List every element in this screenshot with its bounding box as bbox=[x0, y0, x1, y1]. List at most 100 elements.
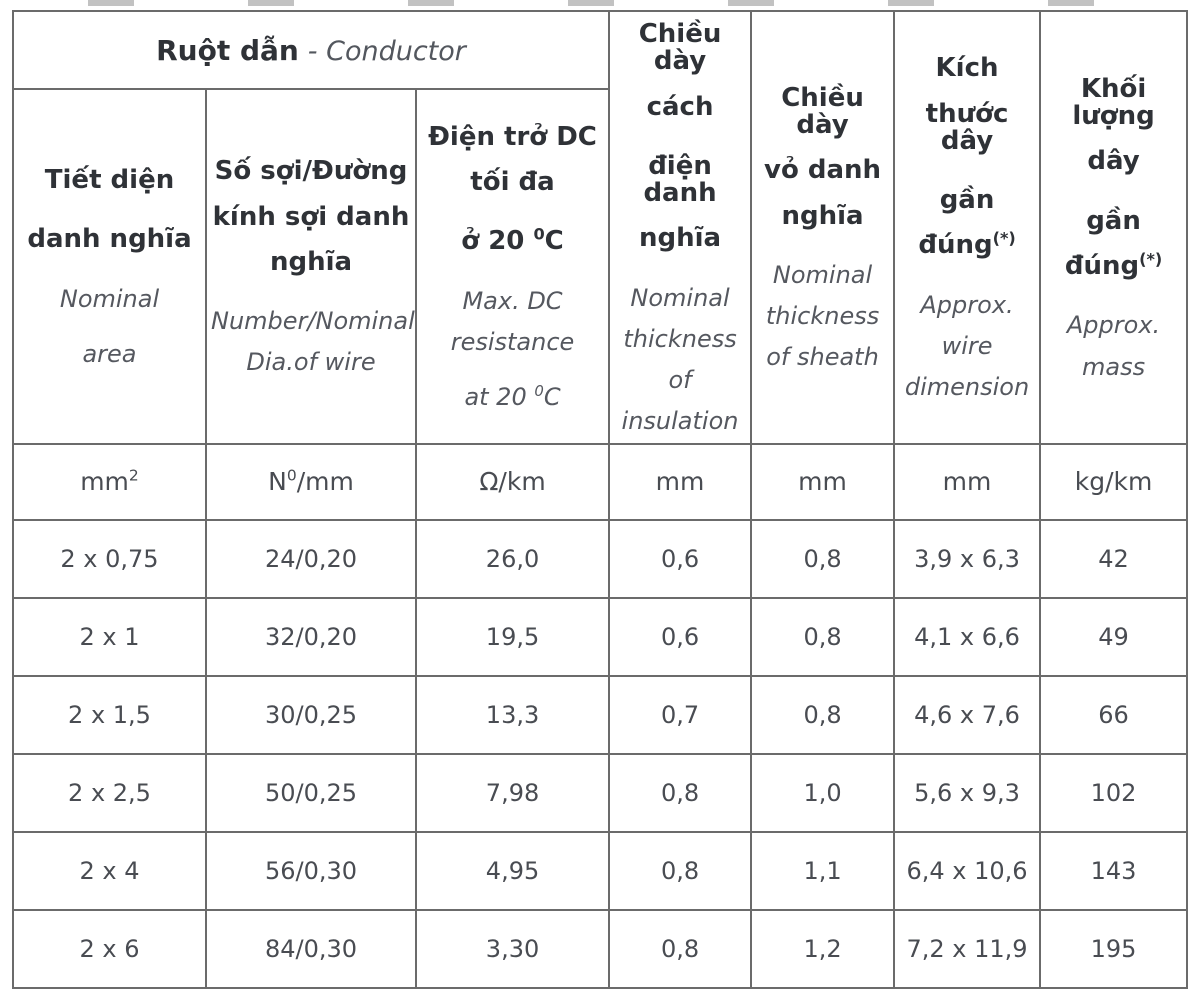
header-line-vi: nghĩa bbox=[638, 223, 722, 254]
header-line-en: at 20 0C bbox=[464, 382, 561, 412]
data-cell: 1,0 bbox=[750, 752, 896, 833]
data-cell: 7,98 bbox=[414, 752, 611, 833]
data-cell: 2 x 1,5 bbox=[12, 674, 207, 755]
header-cell-insulation-thickness: Chiều dày cách điện danh nghĩa Nominal t… bbox=[608, 10, 753, 445]
header-cell-wire-dimension: Kích thước dây gần đúng(*) Approx. wire … bbox=[893, 10, 1042, 445]
data-cell: 13,3 bbox=[414, 674, 611, 755]
header-line-vi: điện danh bbox=[643, 150, 717, 209]
degree-superscript: 0 bbox=[534, 382, 544, 401]
data-cell: 32/0,20 bbox=[205, 596, 417, 677]
column-header-row: Tiết diện danh nghĩa Nominal area Số sợi… bbox=[12, 88, 1187, 445]
data-cell: 1,2 bbox=[750, 908, 896, 989]
header-line-vi: Tiết diện bbox=[44, 165, 175, 195]
unit-cell-mm2: mm2 bbox=[12, 442, 207, 521]
data-cell: 56/0,30 bbox=[205, 830, 417, 911]
header-line-vi: vỏ danh bbox=[764, 155, 882, 186]
table-row: 2 x 0,75 24/0,20 26,0 0,6 0,8 3,9 x 6,3 … bbox=[12, 518, 1189, 599]
data-cell: 2 x 0,75 bbox=[12, 518, 207, 599]
header-line-vi: Chiều dày bbox=[781, 82, 864, 141]
header-line-vi: đúng(*) bbox=[1064, 249, 1163, 282]
header-line-vi: ở 20 0C bbox=[461, 224, 564, 257]
data-cell: 0,8 bbox=[750, 596, 896, 677]
unit-cell-kg-per-km: kg/km bbox=[1039, 442, 1189, 521]
unit-cell-mm: mm bbox=[608, 442, 753, 521]
data-cell: 49 bbox=[1039, 596, 1189, 677]
header-line-vi: đúng(*) bbox=[918, 228, 1016, 261]
data-cell: 143 bbox=[1039, 830, 1189, 911]
header-line-en: of bbox=[668, 366, 692, 395]
group-header-row: Ruột dẫn - Conductor Chiều dày cách điện… bbox=[11, 9, 1189, 445]
header-line-en: Max. DC bbox=[462, 286, 563, 315]
header-cell-approx-mass: Khối lượng dây gần đúng(*) Approx. mass bbox=[1039, 10, 1189, 445]
data-cell: 3,30 bbox=[414, 908, 611, 989]
data-cell: 7,2 x 11,9 bbox=[893, 908, 1042, 989]
header-line-en: Nominal bbox=[772, 261, 873, 290]
data-cell: 19,5 bbox=[414, 596, 611, 677]
units-row: mm2 N0/mm Ω/km mm mm mm kg/km bbox=[12, 442, 1189, 521]
header-line-vi: nghĩa bbox=[269, 246, 353, 277]
header-line-vi: Số sợi/Đường bbox=[214, 156, 408, 187]
data-cell: 5,6 x 9,3 bbox=[893, 752, 1042, 833]
degree-superscript: 0 bbox=[533, 224, 545, 244]
header-line-vi: thước dây bbox=[925, 98, 1009, 156]
header-line-en: dimension bbox=[904, 373, 1030, 402]
data-cell: 4,95 bbox=[414, 830, 611, 911]
header-line-en: Nominal bbox=[59, 284, 160, 313]
header-line-vi: Điện trở DC bbox=[428, 121, 597, 152]
header-line-en: Nominal bbox=[630, 283, 730, 312]
data-cell: 24/0,20 bbox=[205, 518, 417, 599]
table-row: 2 x 1 32/0,20 19,5 0,6 0,8 4,1 x 6,6 49 bbox=[12, 596, 1189, 677]
data-cell: 0,8 bbox=[608, 752, 753, 833]
header-cell-dc-resistance: Điện trở DC tối đa ở 20 0C Max. DC resis… bbox=[414, 88, 611, 445]
header-line-vi: cách bbox=[646, 91, 714, 122]
table-row: 2 x 1,5 30/0,25 13,3 0,7 0,8 4,6 x 7,6 6… bbox=[12, 674, 1189, 755]
data-cell: 0,6 bbox=[608, 518, 753, 599]
data-cell: 2 x 1 bbox=[12, 596, 207, 677]
header-line-vi: gần bbox=[939, 185, 995, 216]
header-line-en: insulation bbox=[621, 407, 739, 436]
cable-spec-table: Ruột dẫn - Conductor Chiều dày cách điện… bbox=[11, 9, 1189, 989]
conductor-group-label-vi: Ruột dẫn bbox=[156, 33, 299, 67]
header-line-vi: Chiều dày bbox=[638, 19, 722, 77]
data-cell: 4,6 x 7,6 bbox=[893, 674, 1042, 755]
header-line-vi: Kích bbox=[935, 53, 999, 84]
data-cell: 0,8 bbox=[608, 908, 753, 989]
data-cell: 2 x 4 bbox=[12, 830, 207, 911]
unit-cell-mm: mm bbox=[893, 442, 1042, 521]
header-line-vi: nghĩa bbox=[781, 200, 864, 231]
data-cell: 4,1 x 6,6 bbox=[893, 596, 1042, 677]
table-row: 2 x 2,5 50/0,25 7,98 0,8 1,0 5,6 x 9,3 1… bbox=[12, 752, 1189, 833]
unit-cell-n-per-mm: N0/mm bbox=[205, 442, 417, 521]
data-cell: 2 x 6 bbox=[12, 908, 207, 989]
header-line-en: Approx. bbox=[1066, 311, 1161, 340]
header-line-vi: gần bbox=[1086, 205, 1141, 236]
data-cell: 30/0,25 bbox=[205, 674, 417, 755]
header-line-en: wire bbox=[941, 331, 993, 360]
data-cell: 0,8 bbox=[750, 518, 896, 599]
data-cell: 0,8 bbox=[608, 830, 753, 911]
data-cell: 6,4 x 10,6 bbox=[893, 830, 1042, 911]
data-cell: 1,1 bbox=[750, 830, 896, 911]
table-row: 2 x 6 84/0,30 3,30 0,8 1,2 7,2 x 11,9 19… bbox=[12, 908, 1189, 989]
data-cell: 42 bbox=[1039, 518, 1189, 599]
header-line-en: Dia.of wire bbox=[246, 348, 376, 377]
footnote-marker: (*) bbox=[1139, 249, 1163, 269]
conductor-group-label-en: - Conductor bbox=[307, 35, 466, 67]
data-cell: 66 bbox=[1039, 674, 1189, 755]
header-line-vi: Khối lượng bbox=[1072, 73, 1155, 132]
unit-cell-mm: mm bbox=[750, 442, 896, 521]
data-cell: 2 x 2,5 bbox=[12, 752, 207, 833]
header-line-vi: danh nghĩa bbox=[27, 224, 192, 255]
data-cell: 0,8 bbox=[750, 674, 896, 755]
header-line-en: of sheath bbox=[766, 343, 879, 372]
header-line-en: resistance bbox=[450, 327, 575, 356]
header-line-en: thickness bbox=[765, 302, 880, 331]
data-cell: 195 bbox=[1039, 908, 1189, 989]
cropped-content-artifact bbox=[88, 0, 1192, 6]
table-row: 2 x 4 56/0,30 4,95 0,8 1,1 6,4 x 10,6 14… bbox=[12, 830, 1189, 911]
conductor-group-header-cell: Ruột dẫn - Conductor bbox=[11, 9, 611, 91]
header-line-vi: kính sợi danh bbox=[212, 201, 410, 232]
data-cell: 3,9 x 6,3 bbox=[893, 518, 1042, 599]
header-line-en: Number/Nominal bbox=[211, 307, 415, 336]
data-cell: 0,7 bbox=[608, 674, 753, 755]
